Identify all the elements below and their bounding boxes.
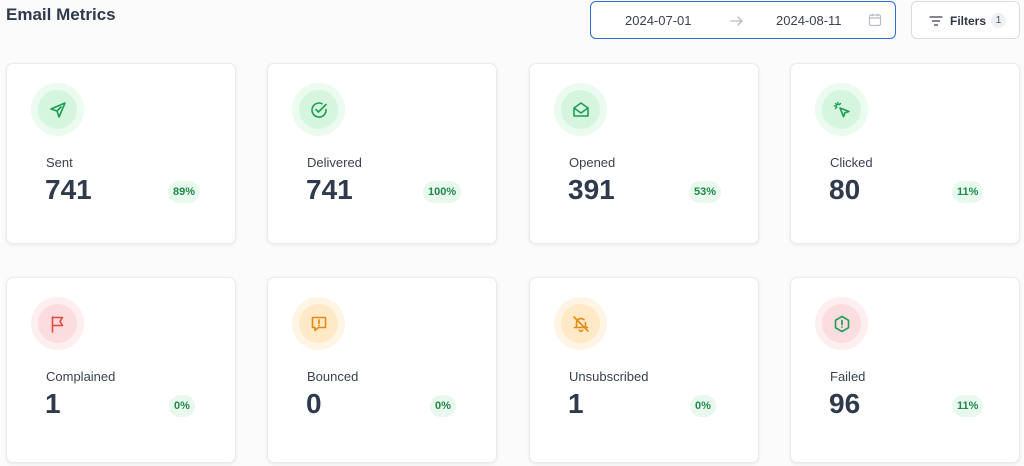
metric-value: 741 — [306, 174, 353, 205]
metric-percent-badge: 0% — [169, 395, 195, 417]
metric-value: 80 — [829, 174, 861, 205]
date-range-picker[interactable]: 2024-07-01 2024-08-11 — [590, 1, 896, 39]
metric-percent-badge: 0% — [430, 395, 456, 417]
filters-count-badge: 1 — [991, 13, 1006, 28]
metric-card-clicked: Clicked 80 11% — [790, 63, 1020, 244]
metric-label: Failed — [830, 369, 866, 384]
metric-value: 1 — [568, 388, 584, 419]
metric-value: 96 — [829, 388, 861, 419]
filters-button[interactable]: Filters 1 — [911, 1, 1020, 39]
octagon-alert-icon — [822, 304, 861, 343]
metric-value: 391 — [568, 174, 615, 205]
metric-value: 741 — [45, 174, 92, 205]
start-date[interactable]: 2024-07-01 — [625, 13, 692, 28]
metric-card-bounced: Bounced 0 0% — [267, 277, 497, 463]
bell-off-icon — [561, 304, 600, 343]
metric-card-delivered: Delivered 741 100% — [267, 63, 497, 244]
metric-value: 0 — [306, 388, 322, 419]
send-icon — [38, 90, 77, 129]
filters-label: Filters — [950, 14, 987, 28]
filter-icon — [929, 14, 943, 32]
metric-card-sent: Sent 741 89% — [6, 63, 236, 244]
metric-label: Delivered — [307, 155, 362, 170]
metric-value: 1 — [45, 388, 61, 419]
metric-percent-badge: 11% — [952, 395, 984, 417]
metric-label: Bounced — [307, 369, 359, 384]
metric-card-failed: Failed 96 11% — [790, 277, 1020, 463]
metric-card-opened: Opened 391 53% — [529, 63, 759, 244]
metric-label: Opened — [569, 155, 616, 170]
flag-icon — [38, 304, 77, 343]
metric-percent-badge: 0% — [690, 395, 716, 417]
calendar-icon[interactable] — [868, 13, 882, 32]
check-circle-icon — [299, 90, 338, 129]
metric-percent-badge: 100% — [423, 181, 462, 203]
end-date[interactable]: 2024-08-11 — [776, 13, 842, 28]
metric-percent-badge: 11% — [952, 181, 984, 203]
message-alert-icon — [299, 304, 338, 343]
metric-label: Clicked — [830, 155, 873, 170]
metric-card-unsubscribed: Unsubscribed 1 0% — [529, 277, 759, 463]
metric-percent-badge: 53% — [689, 181, 722, 203]
cursor-click-icon — [822, 90, 861, 129]
page-title: Email Metrics — [6, 5, 116, 24]
metric-percent-badge: 89% — [168, 181, 201, 203]
metric-label: Complained — [46, 369, 116, 384]
metric-card-complained: Complained 1 0% — [6, 277, 236, 463]
arrow-right-icon — [730, 14, 744, 32]
metric-label: Sent — [46, 155, 73, 170]
metric-label: Unsubscribed — [569, 369, 649, 384]
envelope-open-icon — [561, 90, 600, 129]
